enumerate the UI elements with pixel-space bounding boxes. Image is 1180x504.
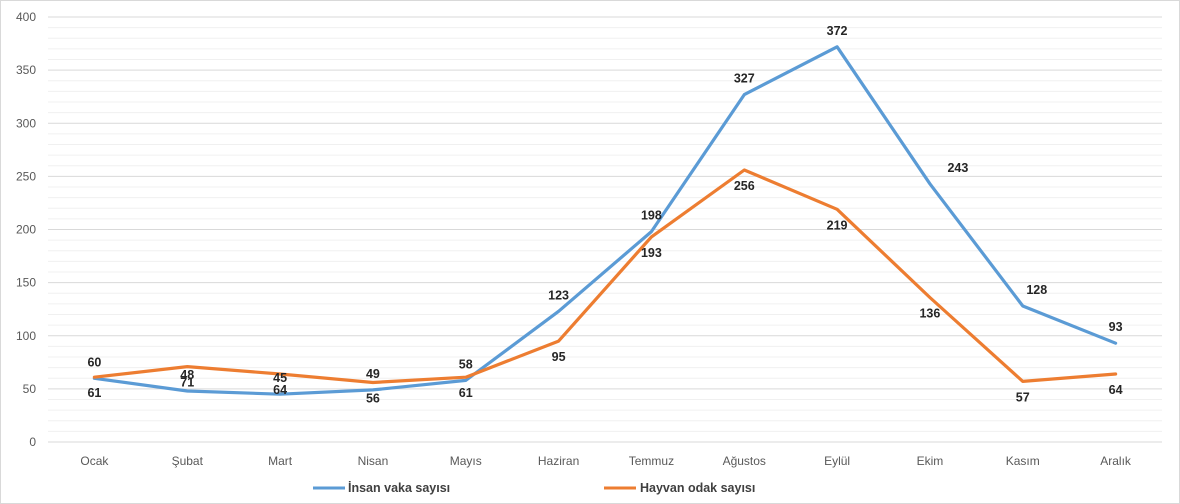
x-tick-label: Mayıs [450, 454, 482, 468]
series-lines [92, 45, 1118, 396]
data-label-hayvan: 57 [1016, 390, 1030, 404]
data-labels: 60 48 45 49 58 123 198 327 372 243 128 93 61 71 64 56 61… [87, 24, 1122, 406]
data-label-hayvan: 64 [1109, 383, 1123, 397]
y-tick-label: 400 [16, 10, 36, 24]
x-tick-label: Eylül [824, 454, 850, 468]
x-tick-label: Aralık [1100, 454, 1132, 468]
y-tick-label: 150 [16, 276, 36, 290]
legend: İnsan vaka sayısı Hayvan odak sayısı [313, 480, 755, 495]
y-axis-ticks: 0 50 100 150 200 250 300 350 400 [16, 10, 36, 449]
data-label-insan: 198 [641, 209, 662, 223]
data-label-hayvan: 56 [366, 392, 380, 406]
x-tick-label: Ocak [80, 454, 109, 468]
legend-label-hayvan: Hayvan odak sayısı [640, 481, 755, 495]
y-tick-label: 250 [16, 169, 36, 183]
data-label-insan: 123 [548, 288, 569, 302]
data-label-insan: 45 [273, 371, 287, 385]
x-tick-label: Ekim [917, 454, 944, 468]
data-label-hayvan: 61 [87, 386, 101, 400]
data-label-hayvan: 95 [552, 350, 566, 364]
data-label-hayvan: 219 [827, 218, 848, 232]
y-tick-label: 200 [16, 223, 36, 237]
y-tick-label: 0 [29, 435, 36, 449]
x-tick-label: Haziran [538, 454, 579, 468]
data-label-hayvan: 136 [919, 307, 940, 321]
x-axis-ticks: Ocak Şubat Mart Nisan Mayıs Haziran Temmuz Ağus… [80, 454, 1132, 468]
data-label-hayvan: 71 [180, 376, 194, 390]
x-tick-label: Ağustos [723, 454, 766, 468]
x-tick-label: Şubat [172, 454, 204, 468]
x-tick-label: Mart [268, 454, 293, 468]
data-label-insan: 58 [459, 357, 473, 371]
data-label-hayvan: 64 [273, 383, 287, 397]
data-label-hayvan: 256 [734, 179, 755, 193]
data-label-insan: 243 [947, 161, 968, 175]
data-label-insan: 327 [734, 72, 755, 86]
x-tick-label: Kasım [1006, 454, 1040, 468]
data-label-hayvan: 61 [459, 386, 473, 400]
x-tick-label: Nisan [358, 454, 389, 468]
y-tick-label: 50 [23, 382, 37, 396]
data-label-insan: 93 [1109, 320, 1123, 334]
data-label-insan: 48 [180, 368, 194, 382]
data-label-insan: 49 [366, 367, 380, 381]
data-label-insan: 128 [1026, 283, 1047, 297]
gridlines [48, 16, 1162, 443]
series-line-hayvan [92, 168, 1118, 385]
legend-label-insan: İnsan vaka sayısı [348, 480, 450, 495]
data-label-insan: 372 [827, 24, 848, 38]
y-tick-label: 100 [16, 329, 36, 343]
series-line-insan [92, 45, 1118, 396]
data-label-hayvan: 193 [641, 246, 662, 260]
y-tick-label: 300 [16, 116, 36, 130]
x-tick-label: Temmuz [629, 454, 674, 468]
data-label-insan: 60 [87, 355, 101, 369]
y-tick-label: 350 [16, 63, 36, 77]
